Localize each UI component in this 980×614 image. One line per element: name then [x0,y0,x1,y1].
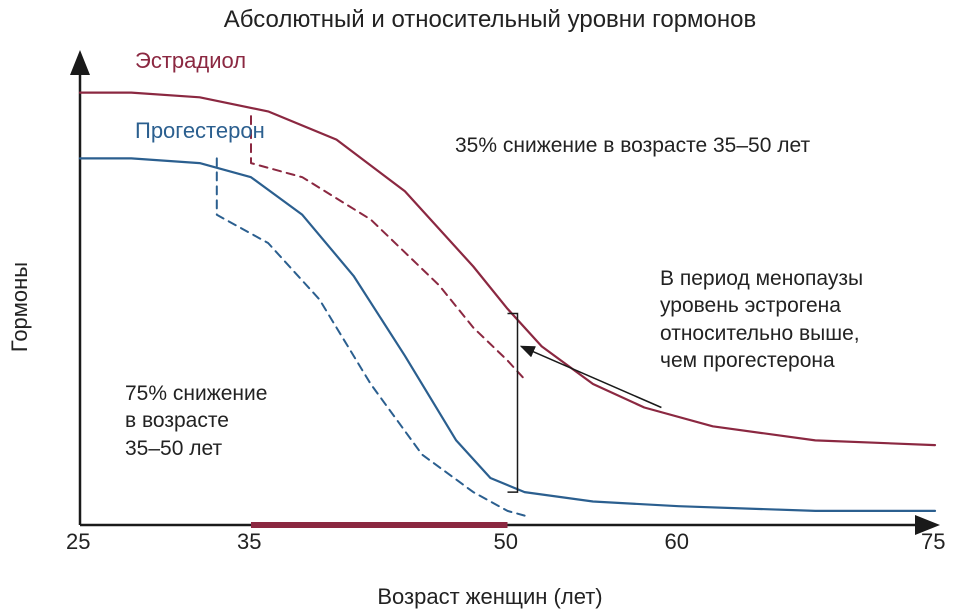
menopause-annotation: В период менопаузы уровень эстрогена отн… [660,265,863,374]
x-tick-label: 50 [494,529,518,555]
x-tick-label: 35 [237,529,261,555]
chart-title: Абсолютный и относительный уровни гормон… [224,6,757,34]
progesterone-label: Прогестерон [135,118,265,144]
x-tick-label: 60 [665,529,689,555]
x-tick-label: 75 [921,529,945,555]
estradiol-label: Эстрадиол [135,48,246,74]
y-axis-label: Гормоны [7,262,33,352]
x-axis-label: Возраст женщин (лет) [377,584,602,610]
progesterone-drop-annotation: 75% снижение в возрасте 35–50 лет [125,380,267,462]
x-tick-label: 25 [66,529,90,555]
estradiol-drop-annotation: 35% снижение в возрасте 35–50 лет [455,132,810,159]
chart-container: Абсолютный и относительный уровни гормон… [0,0,980,614]
